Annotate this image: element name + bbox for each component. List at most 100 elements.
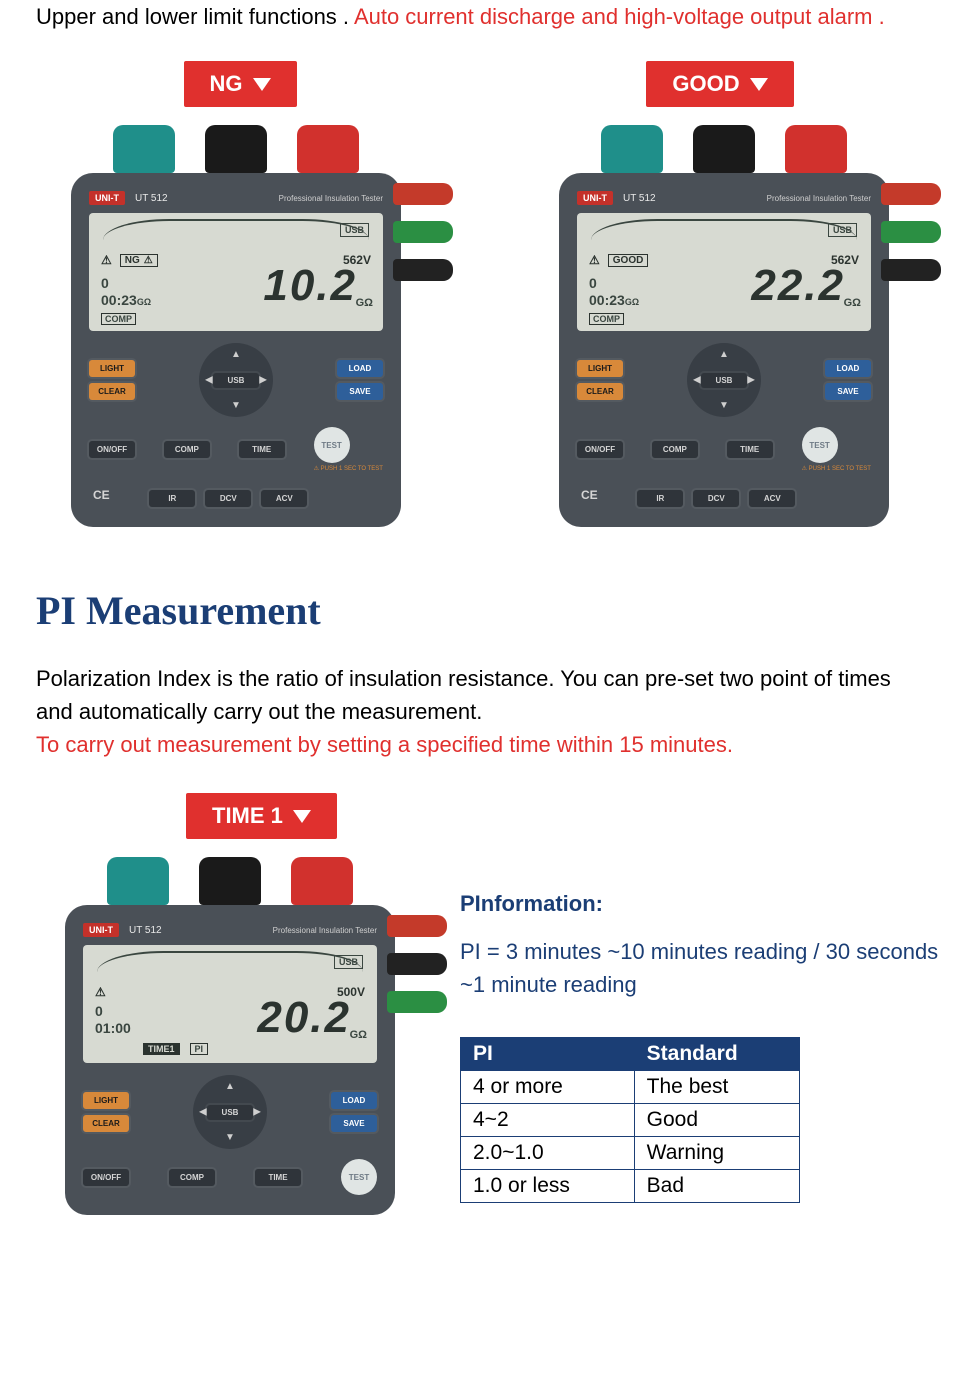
clip-green — [387, 991, 447, 1013]
usb-button: USB — [207, 1105, 253, 1120]
device-good: UNI-T UT 512 Professional Insulation Tes… — [559, 123, 889, 527]
intro-text-black: Upper and lower limit functions . — [36, 4, 354, 29]
pi-formula: PI = 3 minutes ~10 minutes reading / 30 … — [460, 935, 960, 1001]
plug-black — [693, 125, 755, 173]
dcv-button: DCV — [205, 490, 251, 507]
voltage-unit: V — [363, 253, 371, 267]
light-button: LIGHT — [577, 360, 623, 377]
chevron-down-icon — [293, 810, 311, 823]
nav-pad: ▲ ▼ ◀ ▶ USB — [687, 343, 761, 417]
pi-paragraph: Polarization Index is the ratio of insul… — [36, 662, 924, 761]
comp-button: COMP — [169, 1169, 215, 1186]
model-label: UT 512 — [129, 925, 162, 936]
table-row: 4~2 Good — [461, 1104, 800, 1137]
table-cell: 1.0 or less — [461, 1170, 635, 1203]
arrow-right-icon: ▶ — [259, 375, 267, 386]
badge-row: NG GOOD — [0, 61, 960, 123]
ir-button: IR — [149, 490, 195, 507]
lcd-display: USB ⚠ GOOD 562V 22.2 GΩ 0 00:23 — [577, 213, 871, 331]
table-header-row: PI Standard — [461, 1038, 800, 1071]
brand-row: UNI-T UT 512 Professional Insulation Tes… — [89, 191, 383, 205]
usb-tag: USB — [334, 955, 363, 969]
plug-teal — [601, 125, 663, 173]
save-button: SAVE — [331, 1115, 377, 1132]
comp-tag: COMP — [101, 313, 136, 325]
test-wrap: TEST — [341, 1159, 377, 1195]
arrow-left-icon: ◀ — [205, 375, 213, 386]
lcd-zero: 0 — [95, 1003, 131, 1020]
lcd-zero: 0 — [589, 275, 639, 292]
lcd-timer: 00:23GΩ — [101, 292, 151, 309]
lcd-left-numbers: 0 00:23GΩ — [589, 275, 639, 309]
test-wrap: TEST ⚠ PUSH 1 SEC TO TEST — [314, 427, 383, 472]
light-button: LIGHT — [83, 1092, 129, 1109]
comp-tag: COMP — [589, 313, 624, 325]
warning-icon: ⚠ — [101, 253, 112, 267]
clip-red — [387, 915, 447, 937]
device-time1: UNI-T UT 512 Professional Insulation Tes… — [65, 855, 395, 1215]
clip-green — [393, 221, 453, 243]
clip-black — [387, 953, 447, 975]
plug-teal — [113, 125, 175, 173]
button-row-1: LIGHT CLEAR ▲ ▼ ◀ ▶ USB LOAD SAVE — [83, 1075, 377, 1149]
intro-text-red: Auto current discharge and high-voltage … — [354, 4, 885, 29]
test-button: TEST — [341, 1159, 377, 1195]
lcd-timer: 00:23GΩ — [589, 292, 639, 309]
arrow-up-icon: ▲ — [231, 349, 241, 360]
device-time1-cell: UNI-T UT 512 Professional Insulation Tes… — [20, 853, 440, 1215]
status-good-box: GOOD — [608, 254, 649, 267]
chevron-down-icon — [253, 78, 271, 91]
lcd-zero: 0 — [101, 275, 151, 292]
device-body: UNI-T UT 512 Professional Insulation Tes… — [65, 905, 395, 1215]
clip-red — [881, 183, 941, 205]
test-wrap: TEST ⚠ PUSH 1 SEC TO TEST — [802, 427, 871, 472]
clear-button: CLEAR — [89, 383, 135, 400]
pi-paragraph-red: To carry out measurement by setting a sp… — [36, 732, 733, 757]
plug-red — [291, 857, 353, 905]
save-button: SAVE — [337, 383, 383, 400]
button-row-2: ON/OFF COMP TIME TEST ⚠ PUSH 1 SEC TO TE… — [577, 427, 871, 472]
table-cell: 4~2 — [461, 1104, 635, 1137]
voltage-unit: V — [357, 985, 365, 999]
brand-logo: UNI-T — [89, 191, 125, 205]
time-button: TIME — [255, 1169, 301, 1186]
test-button: TEST — [314, 427, 350, 463]
pi-tag: PI — [190, 1043, 209, 1055]
load-button: LOAD — [825, 360, 871, 377]
device-body: UNI-T UT 512 Professional Insulation Tes… — [71, 173, 401, 527]
arrow-up-icon: ▲ — [719, 349, 729, 360]
button-row-2: ON/OFF COMP TIME TEST — [83, 1159, 377, 1195]
time1-badge-label: TIME 1 — [212, 803, 283, 829]
pi-info-column: PInformation: PI = 3 minutes ~10 minutes… — [460, 853, 960, 1203]
arrow-up-icon: ▲ — [225, 1081, 235, 1092]
button-row-3: CE IR DCV ACV — [577, 482, 871, 507]
nav-pad: ▲ ▼ ◀ ▶ USB — [199, 343, 273, 417]
good-badge-label: GOOD — [672, 71, 739, 97]
time-button: TIME — [727, 441, 773, 458]
lcd-left-numbers: 0 00:23GΩ — [101, 275, 151, 309]
warning-icon: ⚠ — [95, 985, 106, 999]
lcd-display: USB ⚠ NG ⚠ 562V 10.2 GΩ 0 — [89, 213, 383, 331]
arrow-down-icon: ▼ — [719, 400, 729, 411]
clear-button: CLEAR — [83, 1115, 129, 1132]
dcv-button: DCV — [693, 490, 739, 507]
button-row-3: CE IR DCV ACV — [89, 482, 383, 507]
time1-tag: TIME1 — [143, 1043, 180, 1055]
load-button: LOAD — [337, 360, 383, 377]
plug-black — [199, 857, 261, 905]
test-clips — [387, 915, 447, 1013]
device-plugs — [71, 123, 401, 173]
plug-red — [785, 125, 847, 173]
arrow-down-icon: ▼ — [231, 400, 241, 411]
main-reading: 10.2 — [263, 261, 357, 311]
nav-pad: ▲ ▼ ◀ ▶ USB — [193, 1075, 267, 1149]
clip-black — [393, 259, 453, 281]
test-button: TEST — [802, 427, 838, 463]
subtitle-label: Professional Insulation Tester — [767, 194, 871, 203]
brand-row: UNI-T UT 512 Professional Insulation Tes… — [577, 191, 871, 205]
table-cell: Warning — [634, 1137, 799, 1170]
pi-heading: PI Measurement — [36, 587, 924, 634]
chevron-down-icon — [750, 78, 768, 91]
plug-teal — [107, 857, 169, 905]
table-cell: 4 or more — [461, 1071, 635, 1104]
